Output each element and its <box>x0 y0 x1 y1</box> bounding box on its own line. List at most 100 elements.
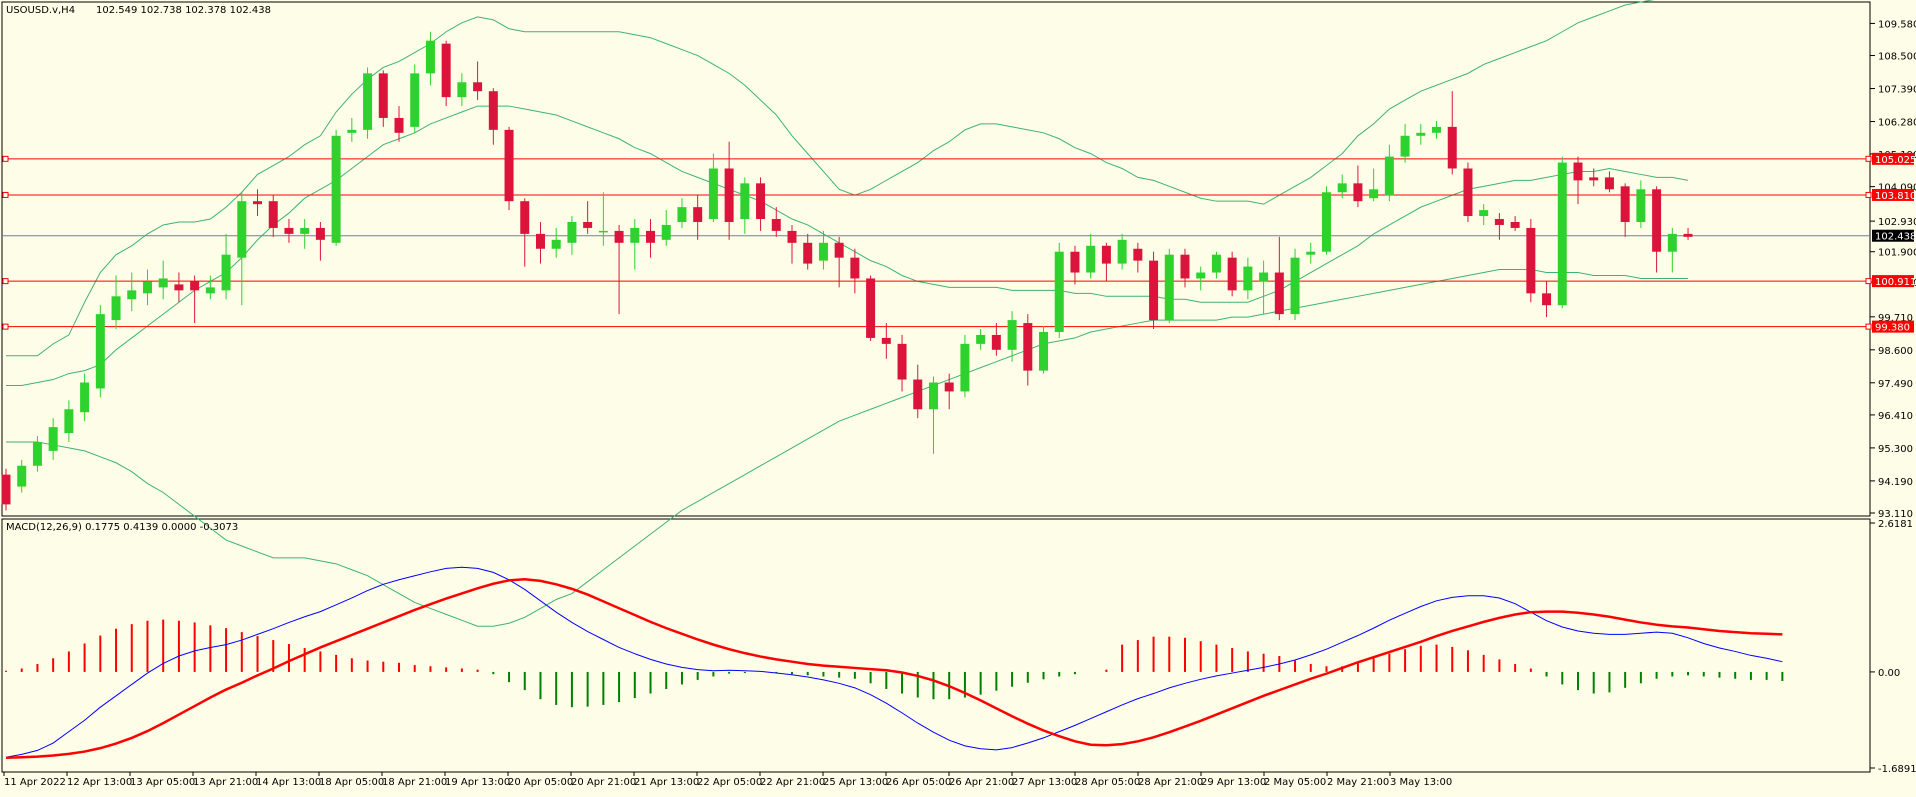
candle-bull <box>1636 189 1646 222</box>
candle-bull <box>818 242 828 261</box>
candle-bull <box>1432 126 1442 133</box>
candle-bear <box>1023 323 1033 371</box>
price-tick-label: 109.580 <box>1878 19 1916 30</box>
candle-bull <box>457 82 467 98</box>
candle-bear <box>803 242 813 264</box>
price-pane-frame <box>1 1 1871 517</box>
candle-bull <box>567 221 577 243</box>
candle-bull <box>1557 162 1567 306</box>
candle-bear <box>614 230 624 243</box>
candle-bear <box>787 230 797 243</box>
time-tick-label: 22 Apr 21:00 <box>760 777 825 788</box>
candle-bear <box>441 43 451 98</box>
candle-bull <box>1007 320 1017 350</box>
time-tick-label: 18 Apr 05:00 <box>319 777 384 788</box>
candle-bull <box>1667 233 1677 252</box>
time-tick-label: 13 Apr 05:00 <box>130 777 195 788</box>
candle-bear <box>771 219 781 231</box>
time-tick-label: 2 May 21:00 <box>1327 777 1389 788</box>
candle-bear <box>1652 189 1662 252</box>
candle-bull <box>347 129 357 133</box>
level-price-label: 99.380 <box>1875 323 1910 334</box>
candle-bull <box>48 427 58 451</box>
band-middle-line <box>6 105 1689 386</box>
candle-bear <box>1463 168 1473 217</box>
candle-bear <box>1526 227 1536 294</box>
level-handle-left <box>2 191 9 198</box>
candle-bull <box>598 230 608 233</box>
candle-bull <box>1211 254 1221 273</box>
candle-bull <box>1479 210 1489 217</box>
candle-bull <box>80 382 90 413</box>
price-tick-label: 107.390 <box>1878 85 1916 96</box>
candle-bull <box>1416 132 1426 136</box>
time-tick-label: 22 Apr 05:00 <box>697 777 762 788</box>
macd-tick-label: 0.00 <box>1878 668 1900 679</box>
candle-bear <box>1510 221 1520 228</box>
candle-bear <box>834 242 844 258</box>
candle-bull <box>677 207 687 222</box>
candle-bear <box>1494 219 1504 225</box>
candle-bear <box>944 382 954 392</box>
candle-bull <box>410 73 420 127</box>
candle-bear <box>520 201 530 234</box>
candle-bear <box>1227 257 1237 291</box>
price-tick-label: 95.300 <box>1878 444 1913 455</box>
candle-bull <box>740 183 750 220</box>
candlesticks <box>1 31 1693 511</box>
candle-bull <box>661 224 671 240</box>
candle-bull <box>708 168 718 220</box>
candle-bear <box>378 73 388 118</box>
candle-bear <box>253 201 263 205</box>
candle-bear <box>646 230 656 243</box>
time-tick-label: 29 Apr 13:00 <box>1201 777 1266 788</box>
candle-bear <box>991 334 1001 350</box>
time-tick-label: 28 Apr 21:00 <box>1138 777 1203 788</box>
time-tick-label: 11 Apr 2022 <box>4 777 66 788</box>
macd-label: MACD(12,26,9) 0.1775 0.4139 0.0000 -0.30… <box>6 522 238 533</box>
candle-bear <box>1589 177 1599 181</box>
level-price-tag <box>1872 152 1914 165</box>
price-tick-label: 106.280 <box>1878 118 1916 129</box>
candle-bear <box>756 183 766 220</box>
bollinger-bands <box>6 0 1689 627</box>
candle-bear <box>268 201 278 228</box>
candle-bull <box>1369 189 1379 199</box>
candle-bull <box>205 287 215 294</box>
candle-bull <box>551 239 561 249</box>
candle-bear <box>315 227 325 240</box>
price-tick-label: 101.900 <box>1878 248 1916 259</box>
candle-bull <box>221 254 231 291</box>
current-price-tag <box>1872 229 1914 242</box>
candle-bull <box>331 135 341 243</box>
candle-bull <box>1164 254 1174 321</box>
level-handle-right <box>1865 278 1872 285</box>
candle-bull <box>1306 251 1316 255</box>
horizontal-levels[interactable]: 105.025 103.810 100.911 99.380 102.438 <box>2 152 1916 334</box>
candle-bear <box>881 337 891 344</box>
candle-bear <box>394 117 404 133</box>
candle-bear <box>1683 233 1693 237</box>
price-tick-label: 108.500 <box>1878 52 1916 63</box>
time-tick-label: 27 Apr 13:00 <box>1012 777 1077 788</box>
time-tick-label: 12 Apr 13:00 <box>67 777 132 788</box>
candle-bear <box>897 343 907 380</box>
candle-bull <box>425 40 435 74</box>
price-tick-label: 99.710 <box>1878 313 1913 324</box>
candle-bull <box>300 227 310 234</box>
candle-bear <box>866 278 876 338</box>
candle-bull <box>95 314 105 389</box>
candle-bull <box>1039 331 1049 371</box>
candle-bear <box>488 91 498 130</box>
macd-pane-frame <box>1 518 1871 773</box>
price-tick-label: 94.190 <box>1878 477 1913 488</box>
time-tick-label: 18 Apr 21:00 <box>382 777 447 788</box>
candle-bull <box>17 465 27 487</box>
level-price-tag <box>1872 320 1914 333</box>
candle-bear <box>1133 248 1143 261</box>
candle-bull <box>1196 272 1206 279</box>
band-lower-line <box>6 269 1689 627</box>
